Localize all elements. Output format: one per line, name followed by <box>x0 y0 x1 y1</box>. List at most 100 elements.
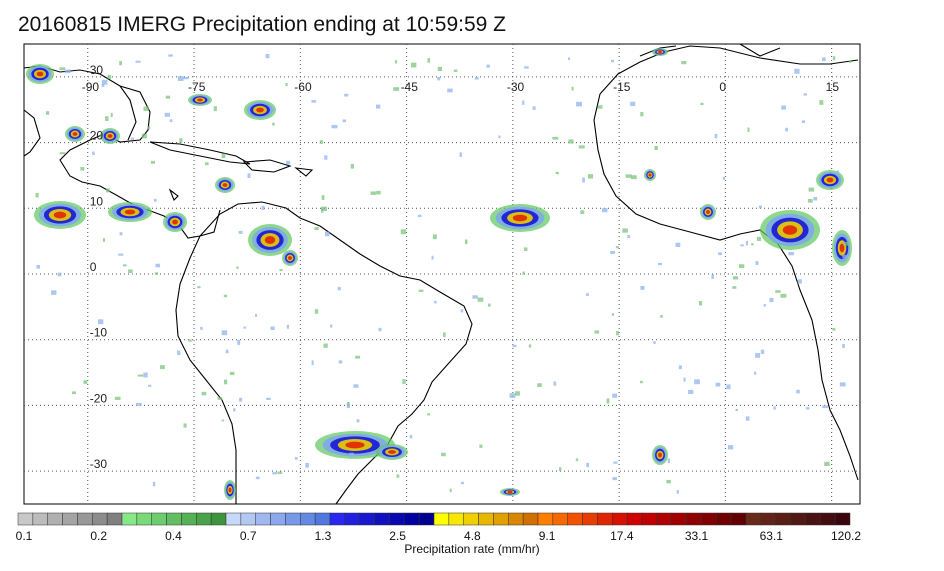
precip-speck <box>612 393 618 398</box>
precip-speck <box>409 434 413 439</box>
precip-cell <box>228 487 232 493</box>
precip-speck <box>813 196 818 201</box>
colorbar-swatch <box>255 512 271 526</box>
precip-speck <box>353 384 359 388</box>
precip-speck <box>375 104 381 109</box>
colorbar-swatch <box>820 512 836 526</box>
precip-speck <box>576 101 582 107</box>
precip-speck <box>59 67 66 71</box>
precip-speck <box>522 271 525 275</box>
precip-speck <box>266 397 271 400</box>
precip-speck <box>106 188 110 193</box>
precip-speck <box>59 152 66 155</box>
colorbar-swatch <box>181 512 197 526</box>
precip-speck <box>585 293 589 296</box>
colorbar-swatch <box>716 512 732 526</box>
precip-speck <box>654 145 658 150</box>
precip-speck <box>449 488 452 493</box>
precip-speck <box>763 304 766 307</box>
colorbar-swatch <box>597 512 613 526</box>
precip-speck <box>824 461 830 467</box>
precip-speck <box>848 60 851 63</box>
precip-speck <box>217 397 223 400</box>
precip-speck <box>781 105 787 110</box>
precip-speck <box>337 286 341 291</box>
precip-speck <box>754 371 757 375</box>
precip-speck <box>393 87 400 91</box>
precip-speck <box>460 481 465 485</box>
precip-speck <box>459 152 462 157</box>
colorbar-swatch <box>433 512 450 526</box>
colorbar-tick: 0.1 <box>15 529 33 543</box>
precip-speck <box>330 324 333 328</box>
precip-speck <box>698 301 703 306</box>
colorbar-tick: 0.2 <box>90 529 108 543</box>
precip-speck <box>400 229 407 235</box>
precip-speck <box>630 101 636 107</box>
precip-speck <box>148 384 152 387</box>
colorbar-swatch <box>32 512 48 526</box>
precip-speck <box>154 272 158 275</box>
precip-speck <box>165 95 171 99</box>
precip-speck <box>141 133 147 139</box>
precip-speck <box>122 264 127 267</box>
precip-speck <box>434 300 437 304</box>
precip-speck <box>832 327 836 331</box>
precip-speck <box>255 314 258 317</box>
precip-speck <box>739 264 745 268</box>
precip-speck <box>694 379 700 385</box>
precip-speck <box>92 151 95 156</box>
precip-speck <box>349 452 354 458</box>
precip-cell <box>388 450 396 454</box>
precip-speck <box>238 230 243 234</box>
colorbar-swatch <box>730 512 747 526</box>
precip-speck <box>780 293 787 298</box>
precip-speck <box>842 343 845 348</box>
precip-cell <box>197 98 203 102</box>
precip-speck <box>512 344 517 348</box>
precip-speck <box>350 163 354 169</box>
precip-speck <box>571 86 574 91</box>
precip-cell <box>124 209 136 215</box>
colorbar-tick: 0.4 <box>165 529 182 543</box>
precip-cell <box>658 50 662 54</box>
precip-speck <box>101 84 105 87</box>
precip-cell <box>53 211 67 219</box>
colorbar-swatch <box>17 512 34 526</box>
precip-speck <box>107 74 112 80</box>
precip-speck <box>45 111 50 115</box>
precip-speck <box>223 294 228 298</box>
colorbar-swatch <box>77 512 93 526</box>
precip-speck <box>277 471 283 474</box>
precip-speck <box>130 137 135 140</box>
colorbar-swatch <box>106 512 123 526</box>
precip-speck <box>233 408 236 412</box>
precip-speck <box>653 341 656 344</box>
precip-speck <box>640 112 644 117</box>
precip-speck <box>447 88 453 93</box>
colorbar-swatch <box>612 512 628 526</box>
precip-speck <box>523 247 528 252</box>
precip-speck <box>760 349 765 354</box>
precip-speck <box>627 235 631 239</box>
precip-speck <box>559 467 562 472</box>
colorbar-swatch <box>418 512 435 526</box>
precip-speck <box>342 119 347 123</box>
colorbar-swatch <box>493 512 509 526</box>
precip-speck <box>667 458 671 463</box>
precip-speck <box>797 279 802 284</box>
precip-speck <box>200 326 203 330</box>
colorbar-swatch <box>567 512 583 526</box>
longitude-label: -45 <box>401 80 419 94</box>
precip-speck <box>839 382 846 387</box>
precip-speck <box>311 100 317 103</box>
precip-speck <box>735 408 738 411</box>
precip-cell <box>72 132 78 136</box>
precip-speck <box>640 380 643 384</box>
precip-speck <box>718 252 722 256</box>
colorbar-swatch <box>805 512 821 526</box>
precip-speck <box>785 127 788 132</box>
precip-speck <box>714 133 718 139</box>
precip-cell <box>172 219 178 225</box>
